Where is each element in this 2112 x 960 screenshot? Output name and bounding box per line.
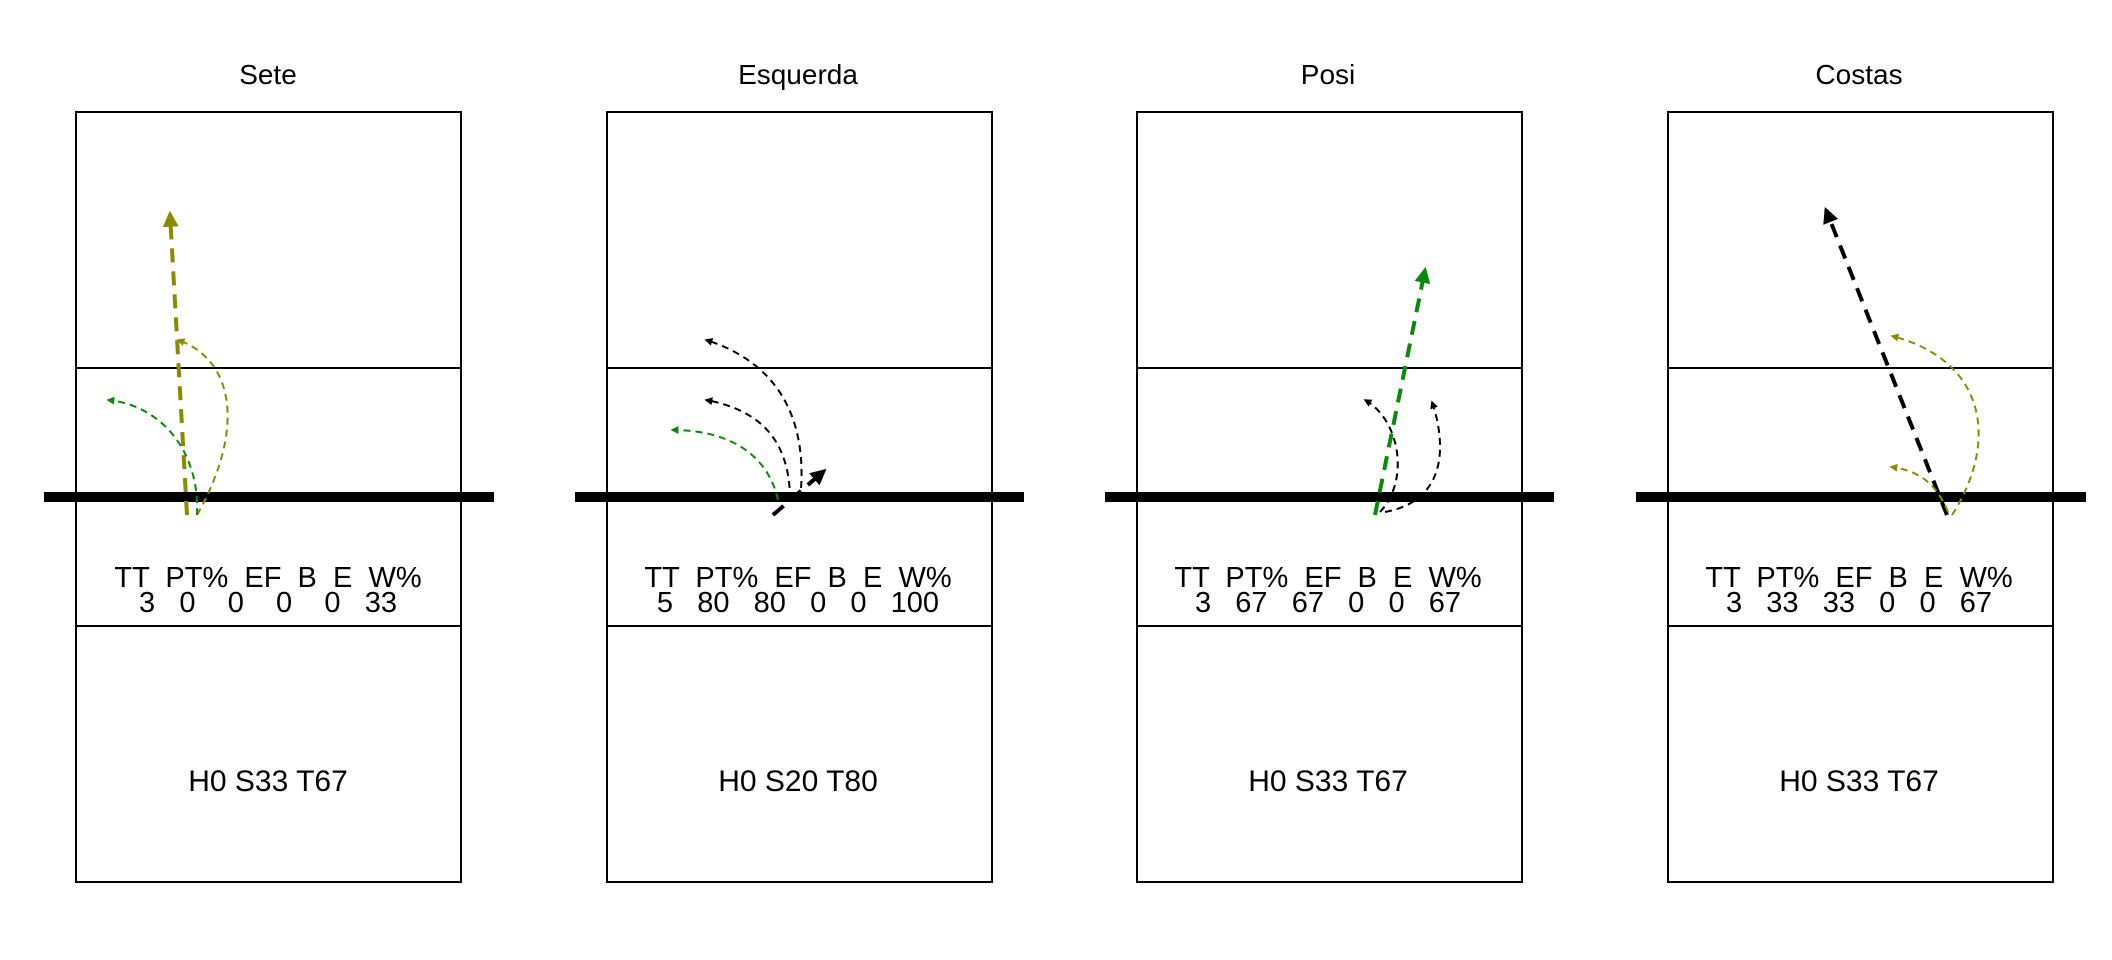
stats-header: TT PT% EF B E W% <box>114 562 421 594</box>
stats-header: TT PT% EF B E W% <box>644 562 951 594</box>
stats-values: 3 67 67 0 0 67 <box>1195 587 1461 619</box>
panel-title: Esquerda <box>738 59 858 90</box>
stats-values: 5 80 80 0 0 100 <box>657 587 939 619</box>
attack-arrow <box>670 426 779 501</box>
attack-arrow <box>704 397 791 501</box>
summary-label: H0 S33 T67 <box>1248 765 1408 798</box>
summary-label: H0 S33 T67 <box>1779 765 1939 798</box>
attack-arrow <box>1384 400 1441 513</box>
panel-esquerda: Esquerda TT PT% EF B E W% 5 80 80 0 0 10… <box>575 59 1024 883</box>
panel-title: Posi <box>1301 59 1355 90</box>
attack-arrow <box>1823 207 1949 516</box>
panel-title: Costas <box>1815 59 1902 90</box>
attack-arrow <box>106 396 199 516</box>
attack-arrow <box>162 210 189 516</box>
summary-label: H0 S33 T67 <box>188 765 348 798</box>
stats-header: TT PT% EF B E W% <box>1174 562 1481 594</box>
stats-values: 3 33 33 0 0 67 <box>1726 587 1992 619</box>
attack-arrow <box>704 338 803 501</box>
panel-posi: Posi TT PT% EF B E W% 3 67 67 0 0 67 H0 … <box>1105 59 1554 883</box>
panel-sete: Sete TT PT% EF B E W% 3 0 0 0 0 33 H0 S3… <box>44 59 494 883</box>
attack-arrow <box>1373 266 1431 516</box>
panel-title: Sete <box>239 59 297 90</box>
summary-label: H0 S20 T80 <box>718 765 878 798</box>
attack-arrow <box>1889 463 1949 513</box>
stats-header: TT PT% EF B E W% <box>1705 562 2012 594</box>
attack-arrow <box>1363 399 1399 513</box>
stats-values: 3 0 0 0 0 33 <box>139 587 397 619</box>
attack-arrow <box>176 338 229 516</box>
panel-costas: Costas TT PT% EF B E W% 3 33 33 0 0 67 H… <box>1636 59 2086 883</box>
attack-arrow <box>771 468 827 517</box>
attack-arrow <box>1890 333 1980 516</box>
